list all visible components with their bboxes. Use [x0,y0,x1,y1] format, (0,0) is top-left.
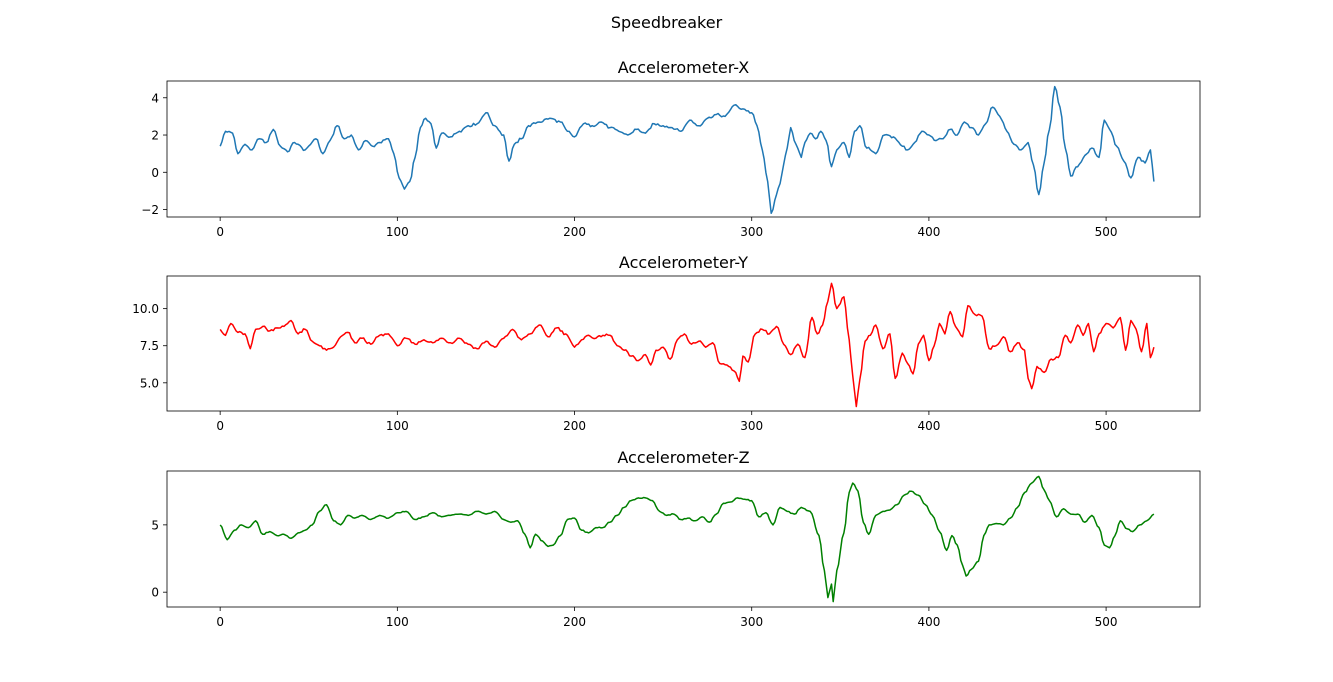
axes-frame [166,275,1201,412]
y-tick-label: 5 [151,518,159,532]
y-tick-label: 10.0 [132,302,159,316]
y-tick-label: 5.0 [140,376,159,390]
x-tick-label: 400 [917,225,940,239]
series-line [219,282,1155,408]
subplot-title: Accelerometer-Z [617,448,749,467]
x-tick-label: 500 [1095,225,1118,239]
subplot-title: Accelerometer-Y [619,253,748,272]
x-tick-label: 100 [386,419,409,433]
x-tick-label: 0 [216,615,224,629]
subplots: Accelerometer-X0 100 200 300 400 500−2024Acce… [132,58,1201,629]
y-tick-label: 7.5 [140,339,159,353]
y-tick-label: 0 [151,586,159,600]
x-tick-label: 300 [740,225,763,239]
axes-frame [166,470,1201,608]
y-tick-label: 0 [151,166,159,180]
series-line [219,85,1155,215]
x-tick-label: 0 [216,419,224,433]
subplot-2: Accelerometer-Y 0 100 200 300 400 500 5.0 7.5 10.… [132,253,1201,433]
subplot-3: Accelerometer-Z 0 100 200 300 400 500 0 5 [151,448,1201,629]
x-tick-label: 0 [216,225,224,239]
x-tick-label: 300 [740,615,763,629]
subplot-title: Accelerometer-X [618,58,749,77]
figure-suptitle: Speedbreaker [611,13,723,32]
y-tick-label: 2 [151,129,159,143]
x-tick-label: 200 [563,225,586,239]
series-line [219,475,1155,603]
axes-frame [166,80,1201,218]
subplot-1: Accelerometer-X 0 100 200 300 400 500 −2 0 2 4 [141,58,1201,239]
y-tick-label: 4 [151,91,159,105]
x-tick-label: 200 [563,419,586,433]
x-tick-label: 500 [1095,615,1118,629]
x-tick-label: 400 [917,419,940,433]
x-tick-label: 400 [917,615,940,629]
x-tick-label: 100 [386,615,409,629]
x-tick-label: 100 [386,225,409,239]
x-tick-label: 500 [1095,419,1118,433]
x-tick-label: 300 [740,419,763,433]
y-tick-label: −2 [141,203,159,217]
x-tick-label: 200 [563,615,586,629]
